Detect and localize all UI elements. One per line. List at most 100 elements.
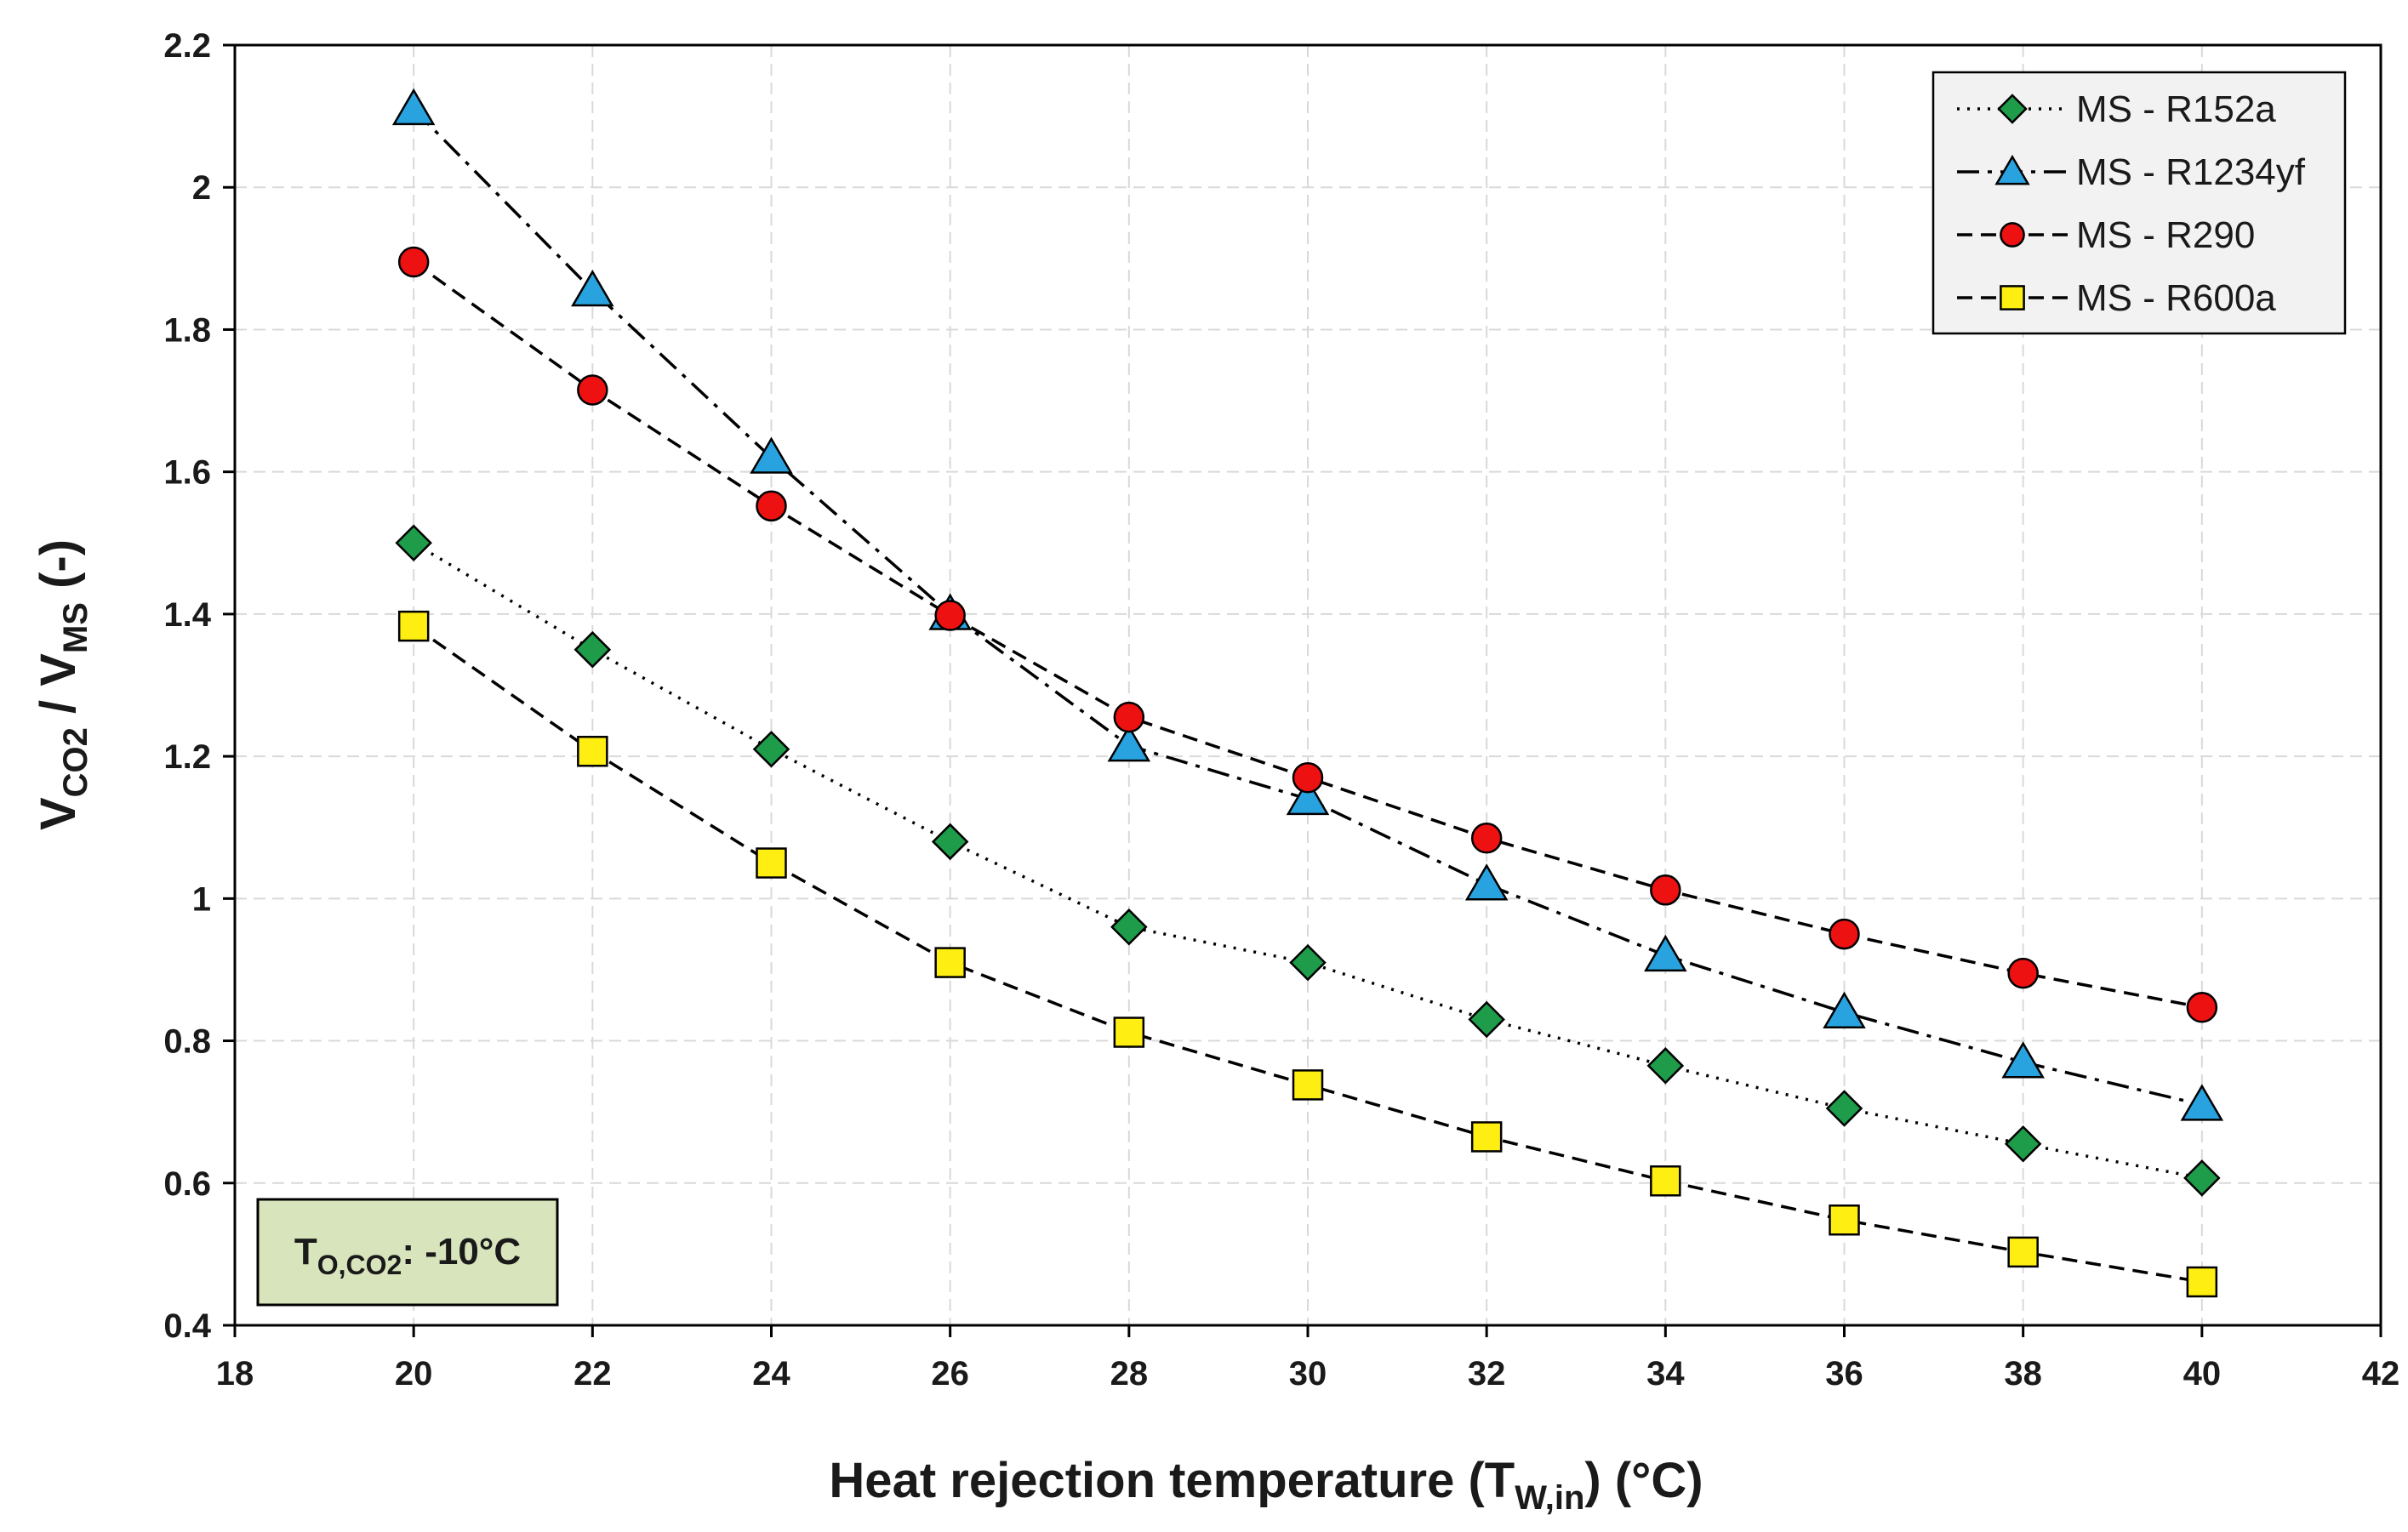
x-axis-title-main: Heat rejection temperature (T [829,1453,1515,1508]
data-point-ms-r600a [1113,1017,1145,1048]
data-point-ms-r290 [397,246,430,278]
data-point-ms-r600a [1829,1205,1860,1236]
x-tick-label: 38 [2004,1355,2042,1392]
data-point-ms-r152a [1646,1047,1685,1085]
x-tick-label: 22 [573,1355,612,1392]
data-point-ms-r152a [573,630,612,669]
y-tick-label: 0.6 [163,1165,211,1203]
data-point-ms-r290 [1292,761,1324,794]
y-tick-label: 0.4 [163,1307,211,1345]
y-tick-label: 1.6 [163,454,211,492]
y-tick-label: 2 [192,169,211,207]
y-tick-label: 1.2 [163,738,211,776]
annotation-subscript: O,CO2 [317,1250,402,1280]
series-ms-r152a [395,524,2221,1197]
legend-label-ms-r290: MS - R290 [2076,214,2255,256]
y-axis-title-sub1: CO2 [57,727,94,797]
x-tick-label: 36 [1825,1355,1863,1392]
annotation-box [256,1198,559,1307]
y-axis-title-sub2: MS [57,602,94,653]
series-ms-r290 [397,246,2218,1023]
legend-item-ms-r290: MS - R290 [1957,214,2255,256]
data-point-ms-r152a [1468,1000,1505,1039]
data-point-ms-r290 [1650,874,1681,906]
data-point-ms-r1234yf [391,88,436,126]
x-axis-title-subscript: W,in [1515,1479,1584,1517]
data-point-ms-r600a [2007,1236,2039,1268]
data-point-ms-r290 [934,600,966,631]
legend-label-ms-r600a: MS - R600a [2076,277,2276,319]
y-tick-label: 1.4 [163,596,211,634]
series-ms-r1234yf [391,88,2224,1121]
legend-label-ms-r152a: MS - R152a [2076,88,2276,130]
data-point-ms-r290 [756,490,787,522]
legend-marker-ms-r600a [2000,285,2025,310]
data-point-ms-r600a [1292,1069,1324,1101]
x-tick-label: 30 [1289,1355,1327,1392]
x-axis-title-tail: ) (°C) [1584,1453,1703,1508]
x-tick-label: 40 [2183,1355,2222,1392]
data-point-ms-r152a [1110,908,1148,946]
y-axis-title-p3: (-) [31,539,86,602]
legend-item-ms-r1234yf: MS - R1234yf [1957,151,2306,193]
legend-marker-ms-r152a [1997,94,2028,124]
data-point-ms-r290 [2186,992,2218,1023]
y-axis-title-p1: V [31,797,86,830]
data-point-ms-r600a [934,947,966,978]
legend-marker-ms-r290 [2000,222,2025,248]
series-layer [391,88,2224,1298]
data-point-ms-r152a [1825,1090,1863,1127]
data-point-ms-r1234yf [2180,1084,2224,1121]
data-point-ms-r290 [1829,918,1860,950]
legend-item-ms-r600a: MS - R600a [1957,277,2276,319]
temperature-annotation: TO,CO2: -10°C [256,1198,559,1307]
legend-item-ms-r152a: MS - R152a [1957,88,2276,130]
data-point-ms-r152a [2004,1125,2042,1163]
annotation-main: T [294,1231,317,1273]
data-point-ms-r600a [1650,1165,1681,1197]
x-tick-label: 34 [1646,1355,1685,1392]
data-point-ms-r152a [752,730,790,768]
data-point-ms-r290 [2007,957,2039,989]
data-point-ms-r1234yf [571,269,614,307]
x-tick-label: 18 [216,1355,254,1392]
x-tick-label: 28 [1110,1355,1149,1392]
x-tick-label: 26 [931,1355,969,1392]
data-point-ms-r600a [1470,1121,1503,1153]
x-tick-label: 20 [395,1355,433,1392]
data-point-ms-r1234yf [750,436,793,474]
x-axis-title: Heat rejection temperature (TW,in) (°C) [829,1453,1703,1517]
legend: MS - R152a MS - R1234yf MS - R290 MS - R600… [1932,71,2347,335]
y-tick-label: 0.8 [163,1023,211,1061]
series-ms-r600a [397,610,2218,1298]
annotation-text: TO,CO2: -10°C [294,1231,521,1280]
data-point-ms-r600a [756,847,787,879]
data-point-ms-r152a [931,823,969,861]
data-point-ms-r152a [1289,943,1327,982]
x-tick-label: 42 [2362,1355,2400,1392]
data-point-ms-r1234yf [1644,934,1687,972]
data-point-ms-r290 [1470,823,1503,854]
annotation-tail: : -10°C [402,1231,521,1273]
y-axis-title: VCO2 / VMS (-) [31,539,94,830]
y-tick-label: 1.8 [163,311,211,349]
y-tick-label: 1 [192,880,211,918]
data-point-ms-r290 [577,374,608,406]
y-axis-title-p2: / V [31,653,86,727]
y-tick-label: 2.2 [163,27,211,65]
data-point-ms-r1234yf [1286,777,1330,816]
y-axis-ticks: 0.4 0.6 0.8 1 1.2 1.4 1.6 1.8 2 2.2 [163,27,235,1345]
data-point-ms-r152a [2183,1159,2221,1197]
data-point-ms-r1234yf [1464,863,1509,901]
x-tick-label: 24 [752,1355,790,1392]
data-point-ms-r1234yf [1107,725,1151,762]
x-axis-ticks: 18 20 22 24 26 28 30 32 34 36 38 40 42 [216,1325,2400,1392]
data-point-ms-r1234yf [1823,991,1866,1028]
data-point-ms-r600a [2186,1266,2218,1298]
data-point-ms-r600a [577,736,608,767]
data-point-ms-r600a [397,610,430,642]
data-point-ms-r290 [1113,701,1145,733]
legend-marker-ms-r1234yf [1994,154,2030,185]
data-point-ms-r1234yf [2001,1041,2045,1079]
